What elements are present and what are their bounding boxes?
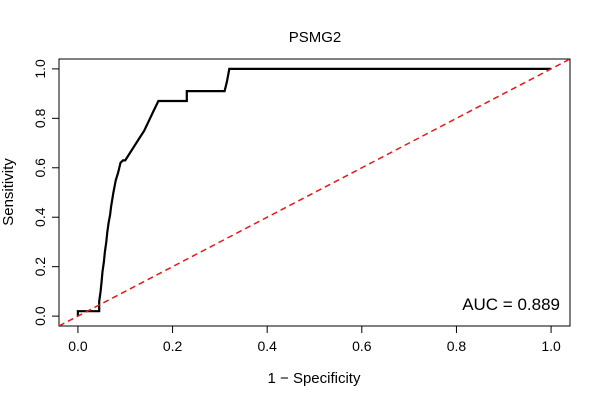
y-tick-label: 0.4 — [32, 207, 48, 227]
x-axis: 0.0 0.2 0.4 0.6 0.8 1.0 — [68, 326, 561, 354]
x-axis-title: 1 − Specificity — [268, 370, 361, 387]
plot-frame — [58, 58, 571, 327]
x-tick-label: 0.6 — [352, 338, 372, 354]
y-tick-label: 0.0 — [32, 306, 48, 326]
series-layer — [59, 59, 570, 326]
y-tick-label: 1.0 — [32, 59, 48, 79]
x-tick-label: 0.0 — [68, 338, 88, 354]
roc-curve-line — [76, 67, 552, 317]
x-tick-label: 0.8 — [447, 338, 467, 354]
y-axis: 0.0 0.2 0.4 0.6 0.8 1.0 — [32, 59, 59, 326]
auc-annotation: AUC = 0.889 — [462, 295, 560, 314]
x-tick-label: 1.0 — [541, 338, 561, 354]
reference-diagonal-line — [59, 59, 570, 326]
x-tick-label: 0.4 — [257, 338, 277, 354]
chart-title: PSMG2 — [289, 29, 342, 46]
x-tick-label: 0.2 — [163, 338, 183, 354]
y-tick-label: 0.6 — [32, 158, 48, 178]
y-axis-title: Sensitivity — [0, 158, 17, 226]
y-tick-label: 0.8 — [32, 108, 48, 128]
y-tick-label: 0.2 — [32, 257, 48, 277]
